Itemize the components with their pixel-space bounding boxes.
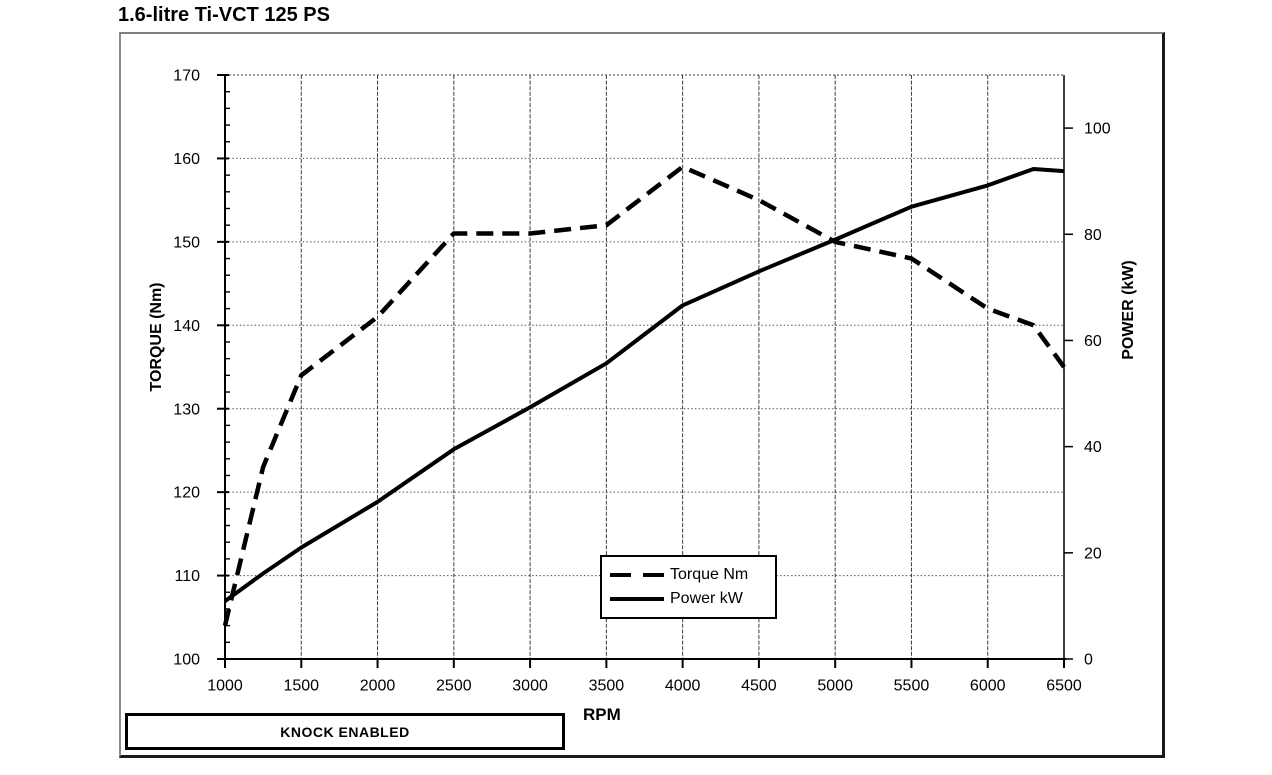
power-curve bbox=[223, 167, 1065, 603]
left-axis-tick-label: 110 bbox=[174, 568, 200, 585]
left-axis-tick-label: 100 bbox=[173, 652, 200, 669]
x-axis-tick-label: 3000 bbox=[512, 678, 548, 695]
right-axis-tick-label: 60 bbox=[1084, 333, 1102, 350]
legend-label-power: Power kW bbox=[670, 590, 743, 608]
knock-enabled-label: KNOCK ENABLED bbox=[280, 723, 410, 740]
chart-title: 1.6-litre Ti-VCT 125 PS bbox=[118, 4, 330, 26]
left-axis-tick-label: 120 bbox=[173, 485, 200, 502]
right-axis-tick-label: 0 bbox=[1084, 652, 1093, 669]
solid-line-swatch bbox=[610, 597, 664, 602]
x-axis-tick-label: 1000 bbox=[207, 678, 243, 695]
x-axis-tick-label: 4500 bbox=[741, 678, 777, 695]
legend: Torque Nm Power kW bbox=[600, 555, 777, 619]
chart-plot-area: 100 110 120 130 140 150 160 170 0 20 40 60 80 100 1000… bbox=[173, 68, 1111, 695]
chart-frame: 100 110 120 130 140 150 160 170 0 20 40 60 80 100 1000… bbox=[119, 32, 1165, 758]
x-axis-title: RPM bbox=[583, 705, 621, 724]
left-axis-tick-label: 130 bbox=[173, 401, 200, 418]
left-axis-tick-label: 170 bbox=[173, 68, 200, 85]
left-axis-tick-label: 140 bbox=[173, 318, 200, 335]
legend-item-power: Power kW bbox=[610, 590, 767, 608]
right-axis-tick-label: 100 bbox=[1084, 121, 1111, 138]
right-axis-title: POWER (kW) bbox=[1120, 260, 1137, 360]
knock-enabled-box: KNOCK ENABLED bbox=[125, 713, 565, 750]
left-axis-title: TORQUE (Nm) bbox=[148, 282, 165, 392]
right-axis-tick-label: 80 bbox=[1084, 227, 1102, 244]
x-axis-tick-label: 5000 bbox=[817, 678, 853, 695]
x-axis-tick-label: 2000 bbox=[360, 678, 396, 695]
x-axis-tick-label: 6000 bbox=[970, 678, 1006, 695]
x-axis-tick-label: 6500 bbox=[1046, 678, 1082, 695]
x-axis-tick-label: 4000 bbox=[665, 678, 701, 695]
dashed-line-swatch bbox=[610, 572, 664, 577]
torque-curve bbox=[222, 164, 1066, 627]
legend-label-torque: Torque Nm bbox=[670, 565, 749, 583]
x-axis-tick-label: 2500 bbox=[436, 678, 472, 695]
x-axis-tick-label: 1500 bbox=[283, 678, 319, 695]
x-axis-tick-label: 3500 bbox=[589, 678, 625, 695]
legend-item-torque: Torque Nm bbox=[610, 566, 767, 584]
right-axis-tick-label: 20 bbox=[1084, 545, 1102, 562]
x-axis-tick-label: 5500 bbox=[894, 678, 930, 695]
left-axis-tick-label: 160 bbox=[173, 151, 200, 168]
left-axis-tick-label: 150 bbox=[173, 234, 200, 251]
right-axis-tick-label: 40 bbox=[1084, 439, 1102, 456]
